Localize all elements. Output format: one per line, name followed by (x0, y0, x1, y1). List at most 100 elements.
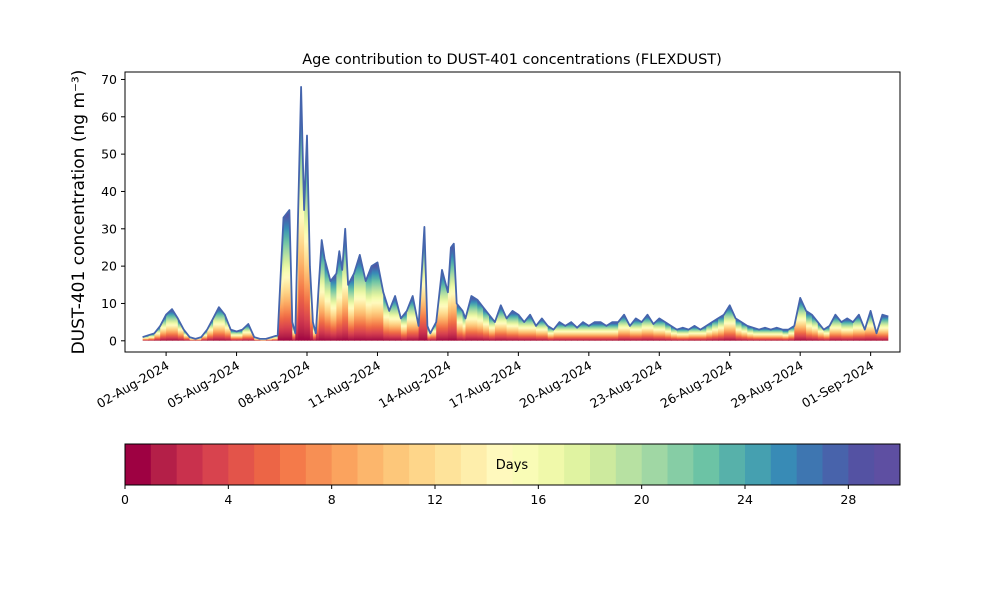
age-column (500, 305, 508, 341)
age-column (427, 325, 431, 341)
age-column (594, 322, 602, 341)
age-column (653, 318, 660, 341)
age-column (671, 325, 678, 341)
age-column (536, 318, 543, 341)
chart-title: Age contribution to DUST-401 concentrati… (302, 52, 722, 68)
colorbar-tick-label: 0 (121, 492, 129, 507)
age-column (321, 240, 326, 341)
age-column (641, 314, 649, 341)
colorbar-bin (383, 444, 410, 485)
colorbar-bin (874, 444, 901, 485)
colorbar-bin (460, 444, 488, 485)
age-column (236, 329, 244, 341)
age-column (318, 240, 323, 341)
colorbar-bin (305, 444, 333, 485)
age-column (400, 310, 408, 341)
colorbar-bin (822, 444, 849, 485)
age-column (177, 318, 185, 341)
colorbar-bin (176, 444, 203, 485)
age-column (559, 322, 566, 341)
colorbar-bin (770, 444, 798, 485)
age-column (776, 327, 784, 341)
age-column (782, 329, 790, 341)
age-column (823, 325, 831, 341)
age-column (571, 322, 578, 341)
colorbar-bin (796, 444, 823, 485)
y-tick-label: 20 (101, 259, 117, 274)
age-column (477, 299, 484, 341)
age-column (553, 322, 561, 341)
age-column (483, 307, 490, 341)
age-column (324, 258, 332, 341)
age-column (142, 335, 150, 341)
age-column (688, 325, 696, 341)
y-tick-label: 40 (101, 184, 117, 199)
y-axis-ticks: 0 10 20 30 40 50 60 70 (101, 72, 125, 348)
age-column (506, 310, 514, 341)
colorbar-tick-label: 16 (530, 492, 546, 507)
age-column (342, 228, 346, 341)
age-column (853, 314, 860, 341)
plot-frame (124, 71, 901, 353)
age-column (518, 314, 525, 341)
age-column (436, 269, 443, 341)
colorbar-bin (435, 444, 462, 485)
age-column (788, 325, 795, 341)
age-column (359, 254, 367, 341)
colorbar-bin (357, 444, 384, 485)
age-column (183, 329, 191, 341)
colorbar-bin (331, 444, 358, 485)
age-column (271, 335, 279, 341)
age-column (154, 325, 161, 341)
colorbar-bin (641, 444, 668, 485)
colorbar-tick-label: 12 (427, 492, 443, 507)
age-column (345, 228, 349, 341)
age-column (489, 314, 496, 341)
colorbar-bin (254, 444, 281, 485)
age-column (201, 329, 208, 341)
colorbar-bin (848, 444, 875, 485)
age-column (260, 338, 267, 341)
age-column (547, 325, 555, 341)
age-column (406, 296, 414, 341)
age-column (471, 296, 478, 341)
age-column (629, 318, 637, 341)
colorbar-tick-label: 28 (840, 492, 856, 507)
age-column (395, 296, 402, 341)
colorbar-bin (693, 444, 720, 485)
age-column (195, 337, 202, 341)
age-column (530, 314, 537, 341)
colorbar-tick-label: 8 (328, 492, 336, 507)
age-column (512, 310, 519, 341)
age-column (348, 273, 355, 341)
age-column (612, 322, 619, 341)
age-column (389, 296, 396, 341)
colorbar-label: Days (496, 458, 529, 473)
age-column (712, 318, 719, 341)
age-column (811, 314, 819, 341)
age-column (665, 322, 672, 341)
age-column (230, 329, 238, 341)
colorbar-bin (409, 444, 436, 485)
y-tick-label: 60 (101, 109, 117, 124)
colorbar-frame (124, 443, 901, 486)
age-column (565, 322, 572, 341)
colorbar-tick-label: 4 (224, 492, 232, 507)
age-column (172, 309, 179, 341)
total-concentration-line (142, 86, 889, 340)
age-column (759, 327, 766, 341)
age-column (829, 314, 836, 341)
y-tick-label: 10 (101, 296, 117, 311)
age-column (383, 292, 390, 341)
age-column (817, 322, 825, 341)
colorbar: Days 0 4 8 12 16 20 24 28 (121, 443, 901, 507)
age-column (304, 135, 308, 341)
age-column (659, 318, 666, 341)
colorbar-bin (564, 444, 591, 485)
age-column (847, 318, 854, 341)
age-column (682, 327, 690, 341)
age-column (160, 314, 167, 341)
age-column (430, 322, 437, 341)
